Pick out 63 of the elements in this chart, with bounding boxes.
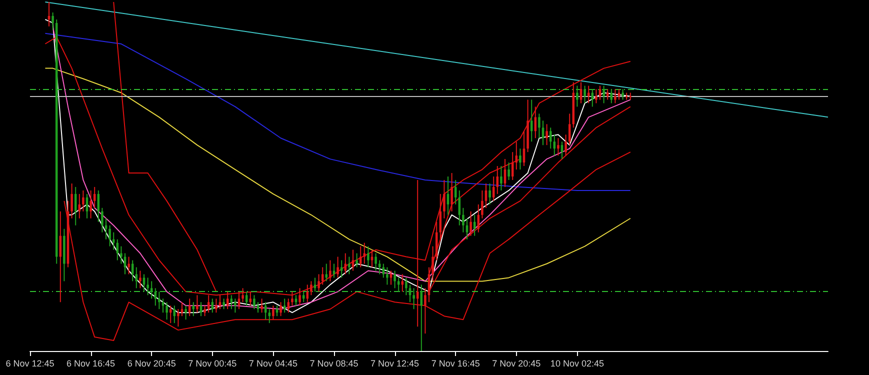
candlestick: [470, 210, 472, 236]
candlestick: [166, 302, 168, 320]
candlestick: [146, 277, 149, 296]
candlestick: [394, 270, 396, 289]
x-tick-label: 7 Nov 04:45: [248, 358, 298, 368]
candlestick: [184, 305, 187, 320]
candlestick: [108, 224, 111, 247]
candlestick: [614, 88, 616, 104]
candlestick: [177, 308, 180, 328]
candlestick: [443, 179, 446, 219]
candlestick: [336, 256, 339, 278]
candlestick: [500, 166, 502, 191]
candlestick: [204, 305, 206, 317]
candlestick: [120, 246, 122, 264]
candlestick: [374, 252, 377, 272]
candlestick: [128, 256, 130, 275]
candlestick: [538, 113, 540, 139]
candlestick: [386, 266, 388, 286]
candlestick: [557, 138, 560, 156]
candlestick: [595, 88, 598, 104]
candlestick: [348, 256, 350, 275]
x-tick-label: 6 Nov 20:45: [127, 358, 176, 368]
x-tick-label: 7 Nov 00:45: [188, 358, 237, 368]
candlestick: [272, 305, 274, 320]
candlestick: [318, 274, 320, 292]
candlestick: [367, 246, 370, 268]
candlestick: [260, 298, 263, 314]
candlestick: [508, 162, 510, 180]
candlestick: [215, 298, 218, 314]
candlestick: [52, 12, 54, 30]
x-tick-label: 7 Nov 16:45: [431, 358, 480, 368]
candlestick: [519, 148, 522, 170]
candlestick: [329, 260, 332, 282]
candlestick: [139, 270, 142, 289]
candlestick: [584, 85, 586, 104]
candlestick: [158, 291, 160, 310]
x-tick-label: 7 Nov 08:45: [310, 358, 358, 368]
x-tick-label: 10 Nov 02:45: [550, 358, 604, 368]
x-tick-label: 6 Nov 16:45: [66, 358, 116, 368]
candlestick: [488, 182, 491, 205]
candlestick: [101, 207, 104, 233]
candlestick: [564, 134, 567, 156]
candlestick: [412, 288, 415, 310]
candlestick: [450, 172, 453, 212]
x-tick-label: 7 Nov 12:45: [370, 358, 420, 368]
candlestick: [602, 85, 605, 104]
candlestick: [481, 190, 484, 219]
candlestick: [280, 302, 282, 317]
candlestick: [234, 298, 236, 314]
candlestick: [70, 182, 73, 219]
candlestick: [253, 294, 256, 310]
candlestick: [424, 288, 426, 334]
candlestick: [462, 207, 464, 233]
candlestick: [405, 277, 408, 296]
candlestick: [546, 124, 548, 146]
candlestick: [90, 190, 92, 219]
candlestick: [622, 88, 624, 100]
candlestick: [356, 252, 358, 268]
x-tick-label: 7 Nov 20:45: [492, 358, 541, 368]
candlestick: [222, 298, 225, 310]
candlestick: [576, 85, 578, 108]
x-tick-label: 6 Nov 12:45: [6, 358, 54, 368]
candlestick: [82, 190, 84, 212]
